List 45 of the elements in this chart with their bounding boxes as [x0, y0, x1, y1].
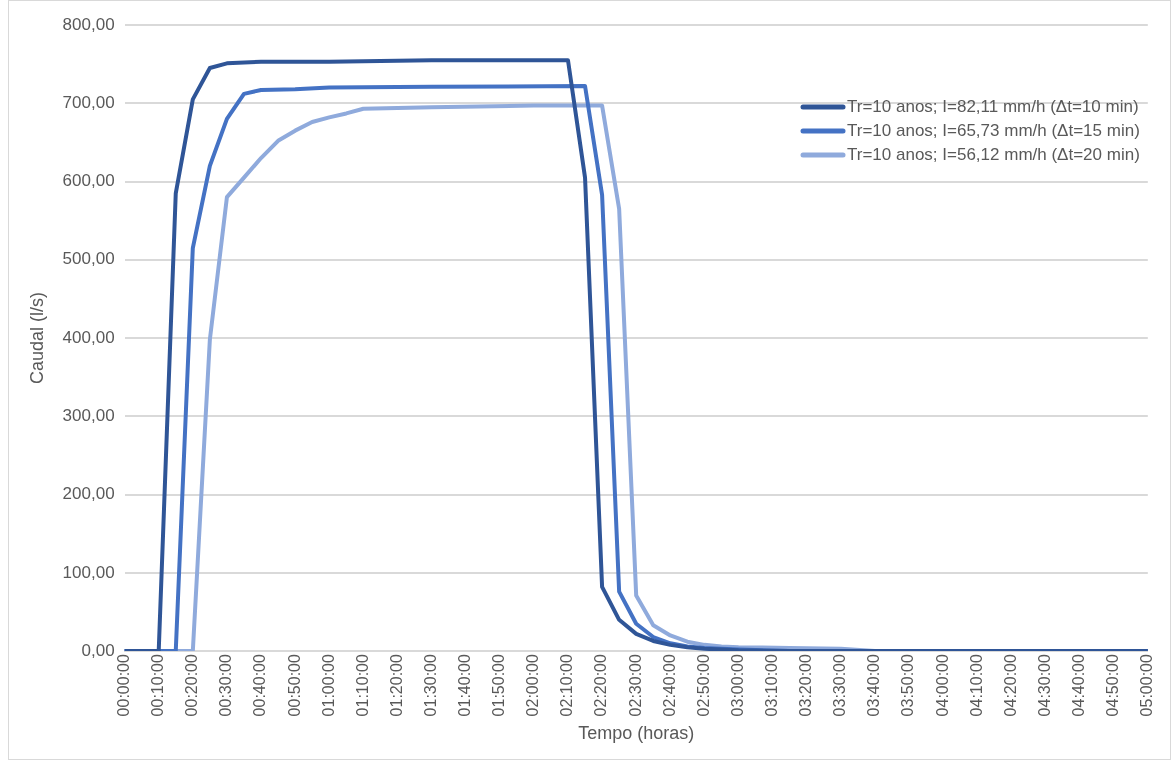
x-tick-label: 00:20:00 [183, 654, 201, 717]
y-tick-label: 300,00 [62, 406, 115, 426]
x-tick-label: 02:30:00 [626, 654, 644, 717]
legend-label: Tr=10 anos; I=65,73 mm/h (Δt=15 min) [847, 120, 1140, 140]
x-tick-label: 05:00:00 [1138, 654, 1156, 717]
x-axis-title: Tempo (horas) [578, 723, 695, 744]
y-tick-label: 200,00 [62, 484, 115, 504]
x-tick-label: 02:10:00 [558, 654, 576, 717]
y-tick-label: 0,00 [81, 640, 115, 660]
x-tick-label: 01:30:00 [421, 654, 439, 717]
x-tick-label: 00:30:00 [217, 654, 235, 717]
x-tick-label: 01:40:00 [456, 654, 474, 717]
y-tick-label: 400,00 [62, 327, 115, 347]
x-tick-label: 04:30:00 [1035, 654, 1053, 717]
x-tick-label: 00:10:00 [149, 654, 167, 717]
x-tick-label: 00:00:00 [115, 654, 132, 717]
legend-label: Tr=10 anos; I=82,11 mm/h (Δt=10 min) [847, 96, 1139, 116]
x-tick-label: 03:20:00 [797, 654, 815, 717]
legend-label: Tr=10 anos; I=56,12 mm/h (Δt=20 min) [847, 144, 1140, 164]
x-tick-label: 00:50:00 [285, 654, 303, 717]
x-tick-label: 04:10:00 [967, 654, 985, 717]
x-tick-label: 04:00:00 [933, 654, 951, 717]
y-tick-label: 100,00 [62, 562, 115, 582]
x-tick-label: 02:50:00 [694, 654, 712, 717]
x-tick-label: 01:10:00 [353, 654, 371, 717]
x-tick-label: 04:20:00 [1001, 654, 1019, 717]
x-tick-label: 04:40:00 [1069, 654, 1087, 717]
x-tick-label: 03:40:00 [865, 654, 883, 717]
x-tick-label: 03:10:00 [763, 654, 781, 717]
x-tick-label: 02:20:00 [592, 654, 610, 717]
y-axis-title: Caudal (l/s) [26, 292, 47, 385]
x-tick-label: 02:00:00 [524, 654, 542, 717]
x-tick-label: 01:00:00 [319, 654, 337, 717]
x-tick-label: 03:00:00 [728, 654, 746, 717]
x-tick-label: 03:50:00 [899, 654, 917, 717]
x-tick-label: 01:20:00 [387, 654, 405, 717]
x-tick-label: 01:50:00 [490, 654, 508, 717]
y-tick-label: 800,00 [62, 14, 115, 34]
y-tick-label: 700,00 [62, 92, 115, 112]
y-tick-label: 600,00 [62, 171, 115, 191]
x-tick-label: 00:40:00 [251, 654, 269, 717]
x-tick-label: 03:30:00 [831, 654, 849, 717]
x-tick-label: 02:40:00 [660, 654, 678, 717]
x-tick-label: 04:50:00 [1104, 654, 1122, 717]
y-tick-label: 500,00 [62, 249, 115, 269]
